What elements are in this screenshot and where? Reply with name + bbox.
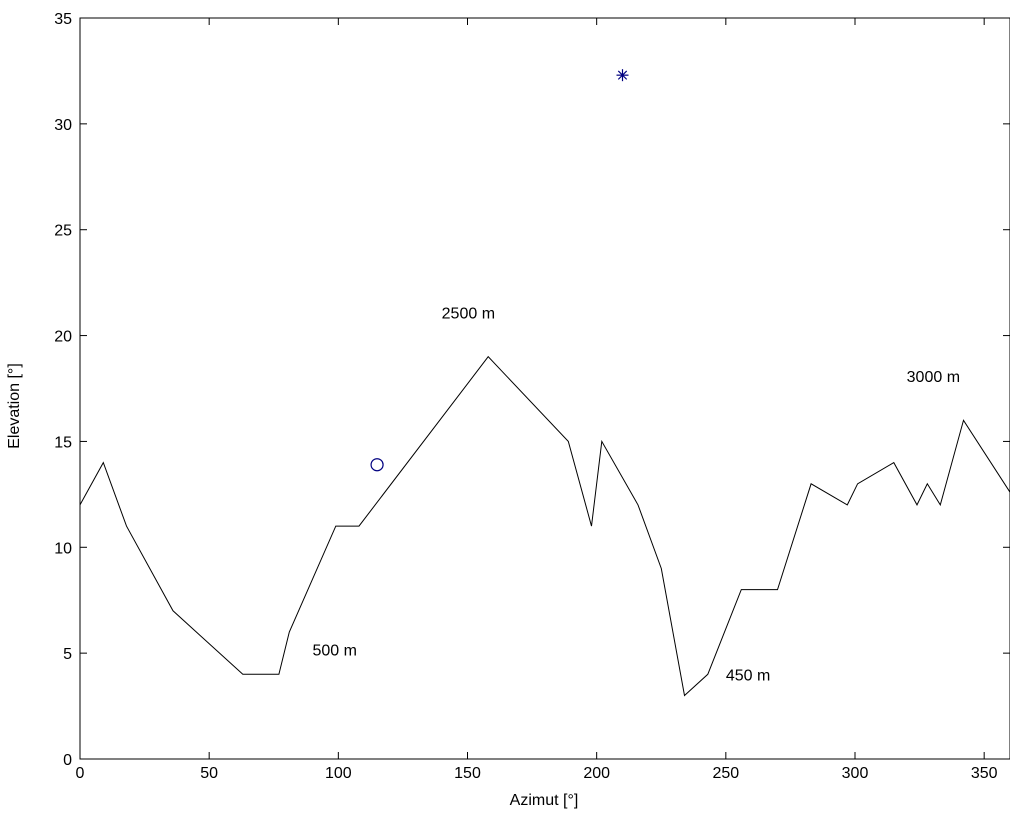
annotation-label: 500 m <box>313 642 357 659</box>
circle-marker <box>370 458 384 472</box>
x-tick-label: 200 <box>583 765 610 782</box>
x-tick-label: 350 <box>971 765 998 782</box>
annotation-label: 2500 m <box>442 306 495 323</box>
x-axis-label: Azimut [°] <box>510 792 579 809</box>
annotation-label: 3000 m <box>907 369 960 386</box>
marker-layer <box>370 69 629 472</box>
x-tick-label: 150 <box>454 765 481 782</box>
y-tick-label: 25 <box>54 223 72 240</box>
x-tick-label: 100 <box>325 765 352 782</box>
y-tick-label: 35 <box>54 11 72 28</box>
y-tick-label: 0 <box>63 752 72 769</box>
plot-frame <box>79 17 1010 760</box>
y-tick-label: 5 <box>63 646 72 663</box>
annotation-layer: 2500 m 3000 m 500 m 450 m <box>313 306 961 685</box>
y-tick-label: 20 <box>54 329 72 346</box>
x-tick-label: 300 <box>842 765 869 782</box>
annotation-label: 450 m <box>726 668 770 685</box>
star-marker <box>616 69 629 82</box>
star-marker-stroke <box>617 70 628 80</box>
y-tick-label: 10 <box>54 540 72 557</box>
x-tick-label: 50 <box>200 765 218 782</box>
x-tick-label: 250 <box>712 765 739 782</box>
series-line <box>79 355 1010 697</box>
x-tick-label: 0 <box>76 765 85 782</box>
series-layer <box>79 355 1010 697</box>
y-axis-label: Elevation [°] <box>6 363 23 449</box>
plot-area <box>79 17 1010 760</box>
y-tick-label: 15 <box>54 434 72 451</box>
y-tick-label: 30 <box>54 117 72 134</box>
tick-layer: 0 50 100 150 200 250 300 350 0 5 10 15 20 25 30 35 <box>54 11 1010 782</box>
